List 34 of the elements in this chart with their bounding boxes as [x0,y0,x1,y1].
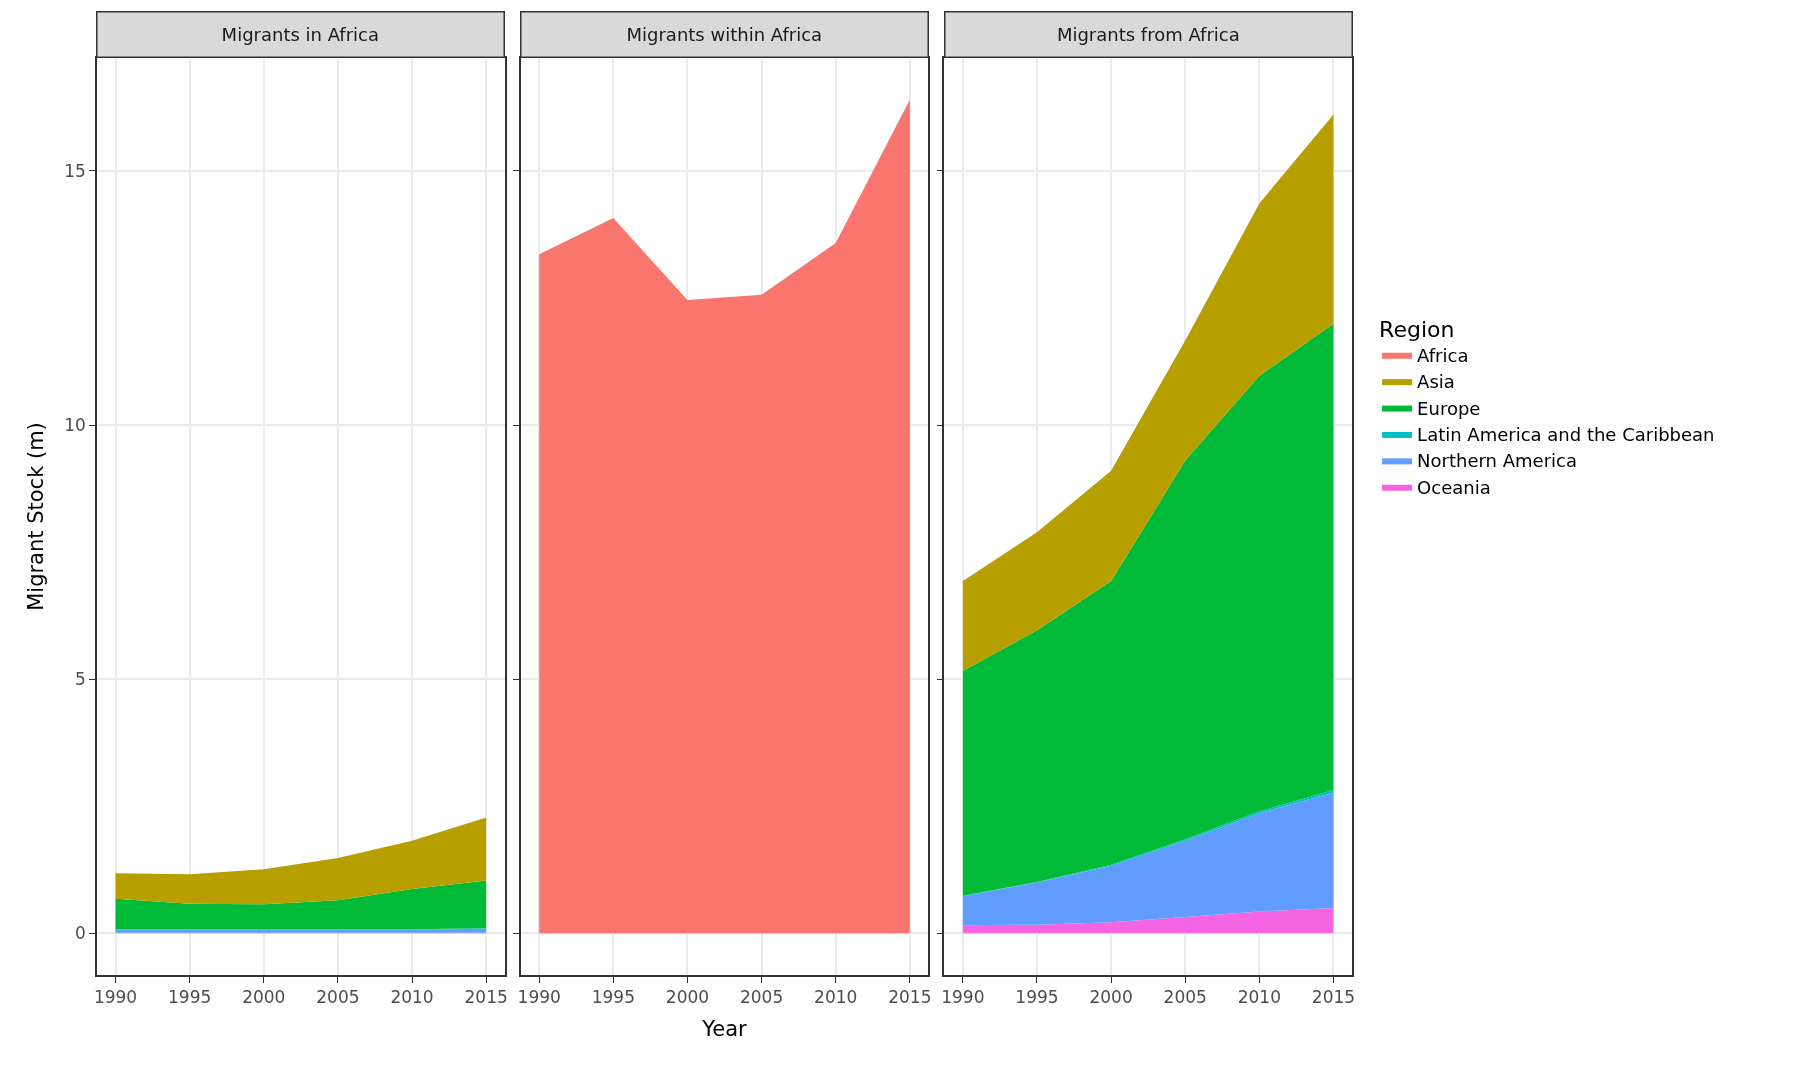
y-axis-title: Migrant Stock (m) [23,422,48,611]
x-tick-label: 1995 [1015,987,1059,1008]
x-tick-label: 1995 [591,987,635,1008]
y-tick-label: 15 [64,160,86,181]
x-tick-label: 2015 [1311,987,1356,1008]
legend-label: Asia [1417,371,1455,393]
x-tick-label: 1990 [941,987,985,1008]
x-tick-label: 2000 [665,987,710,1008]
chart-title: Migrants in Africa [221,24,380,45]
x-tick-label: 2005 [739,987,784,1008]
x-tick-label: 2005 [1163,987,1207,1008]
x-tick-label: 1995 [168,987,212,1008]
legend-label: Northern America [1417,450,1577,472]
x-tick-label: 1990 [93,987,138,1008]
x-tick-label: 2010 [1237,987,1281,1008]
legend-title: Region [1379,316,1455,342]
x-tick-label: 2000 [1089,987,1133,1008]
y-tick-label: 5 [75,669,86,690]
x-tick-label: 2010 [390,987,434,1008]
x-tick-label: 2010 [814,987,858,1008]
x-tick-label: 2015 [888,987,932,1008]
legend-label: Oceania [1417,476,1491,498]
chart-title: Migrants from Africa [1056,24,1240,45]
x-tick-label: 2000 [242,987,286,1008]
legend-label: Europe [1417,397,1481,419]
y-tick-label: 0 [75,923,86,944]
legend-label: Africa [1417,344,1469,366]
chart-title: Migrants within Africa [626,24,823,45]
legend-label: Latin America and the Caribbean [1417,423,1715,445]
x-tick-label: 2015 [464,987,508,1008]
x-axis-title: Year [701,1016,748,1041]
x-tick-label: 1990 [517,987,561,1008]
x-tick-label: 2005 [316,987,360,1008]
y-tick-label: 10 [64,414,86,435]
